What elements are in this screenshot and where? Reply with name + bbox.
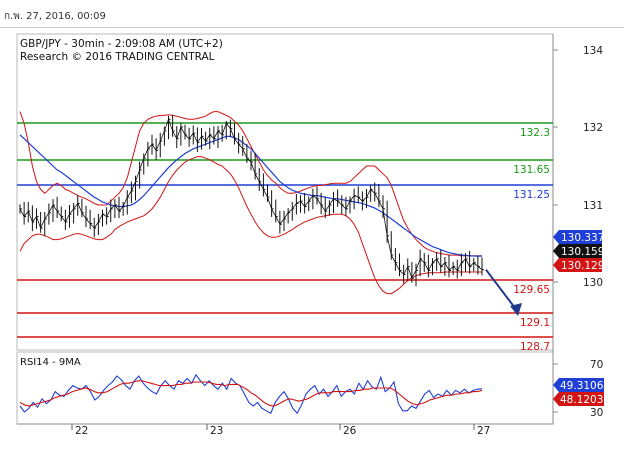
rsi-line (19, 373, 483, 415)
price-y-ticks: 134 132 131 130 (553, 45, 603, 289)
chart-credit: Research © 2016 TRADING CENTRAL (20, 51, 215, 63)
price-tag-bg-2 (553, 258, 602, 272)
rsi-y-tick-label-0: 70 (590, 359, 603, 371)
top-divider (0, 27, 624, 28)
y-tick-label-1: 132 (583, 122, 603, 134)
support-resistance-levels: 132.3 131.65 131.25 129.65 129.1 128.7 (17, 122, 553, 353)
rsi-tag-label-0: 49.3106 (560, 380, 604, 392)
rsi-panel-frame (16, 351, 554, 425)
bb-upper-line (19, 111, 482, 257)
rsi-ma-line (19, 380, 483, 407)
moving-average (19, 134, 482, 257)
x-tick-label-3: 27 (477, 425, 490, 437)
price-tag-bg-0 (553, 230, 602, 244)
x-tick-label-2: 26 (343, 425, 357, 437)
x-tick-label-1: 23 (210, 425, 223, 437)
level-label-0: 132.3 (520, 127, 550, 139)
chart-subtitle: GBP/JPY - 30min - 2:09:08 AM (UTC+2) (20, 38, 223, 50)
y-tick-label-3: 130 (583, 277, 603, 289)
rsi-panel: 70 30 49.3106 48.1203 (19, 359, 604, 419)
x-tick-label-0: 22 (75, 425, 88, 437)
y-tick-label-0: 134 (583, 45, 603, 57)
rsi-tag-bg-0 (553, 378, 604, 392)
forecast-arrow-head (510, 303, 522, 316)
forecast-arrow (485, 269, 522, 316)
level-label-4: 129.1 (520, 317, 550, 329)
y-tick-label-2: 131 (583, 200, 603, 212)
forecast-arrow-line (485, 269, 519, 313)
price-tag-bg-1 (553, 244, 602, 258)
price-tag-label-0: 130.337 (561, 232, 604, 244)
bb-lower-line (19, 156, 482, 295)
price-tag-label-1: 130.159 (561, 246, 604, 258)
price-close-line (19, 118, 483, 280)
level-label-3: 129.65 (513, 284, 550, 296)
level-label-5: 128.7 (520, 341, 550, 353)
rsi-y-tick-label-1: 30 (590, 407, 603, 419)
price-series (19, 114, 484, 287)
ma-line (19, 134, 482, 257)
bollinger-bands (19, 111, 482, 295)
rsi-tag-label-1: 48.1203 (560, 394, 603, 406)
level-label-1: 131.65 (513, 164, 550, 176)
level-label-2: 131.25 (513, 189, 550, 201)
rsi-tag-bg-1 (553, 392, 604, 406)
price-tags: 130.337 130.159 130.129 (553, 230, 604, 272)
timestamp-label: ก.พ. 27, 2016, 00:09 (4, 11, 106, 22)
x-axis-ticks: 22 23 26 27 (71, 424, 490, 437)
price-tag-label-2: 130.129 (561, 260, 604, 272)
rsi-title: RSI14 - 9MA (20, 357, 81, 368)
